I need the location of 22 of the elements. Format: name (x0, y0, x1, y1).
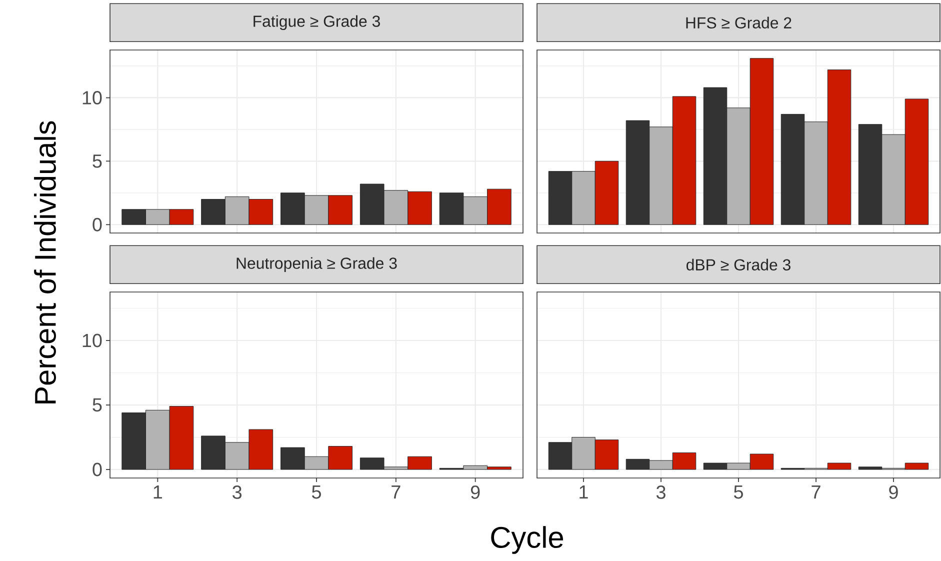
y-tick-label: 10 (82, 91, 102, 104)
y-tick-label: 5 (92, 154, 102, 168)
y-tick-label: 10 (82, 334, 102, 348)
chart-title: dBP ≥ Grade 3 (686, 258, 790, 270)
x-tick-label: 1 (580, 486, 588, 499)
x-tick-label: 1 (154, 486, 162, 499)
x-tick-label: 3 (232, 486, 242, 499)
x-tick-label: 9 (470, 486, 480, 499)
x-tick-label: 5 (312, 486, 321, 499)
y-tick-label: 5 (92, 398, 102, 412)
chart-title: Fatigue ≥ Grade 3 (254, 15, 380, 30)
chart-title: HFS ≥ Grade 2 (686, 16, 792, 28)
y-tick-label: 0 (92, 218, 102, 232)
x-tick-label: 3 (656, 486, 666, 499)
y-axis-title: Percent of Individuals (34, 121, 56, 404)
y-tick-label: 0 (92, 462, 102, 476)
x-axis-title: Cycle (491, 526, 564, 554)
x-tick-label: 5 (734, 486, 743, 499)
x-tick-label: 7 (812, 486, 820, 499)
x-tick-label: 9 (889, 486, 898, 499)
chart-title: Neutropenia ≥ Grade 3 (236, 257, 397, 272)
x-tick-label: 7 (392, 486, 400, 499)
